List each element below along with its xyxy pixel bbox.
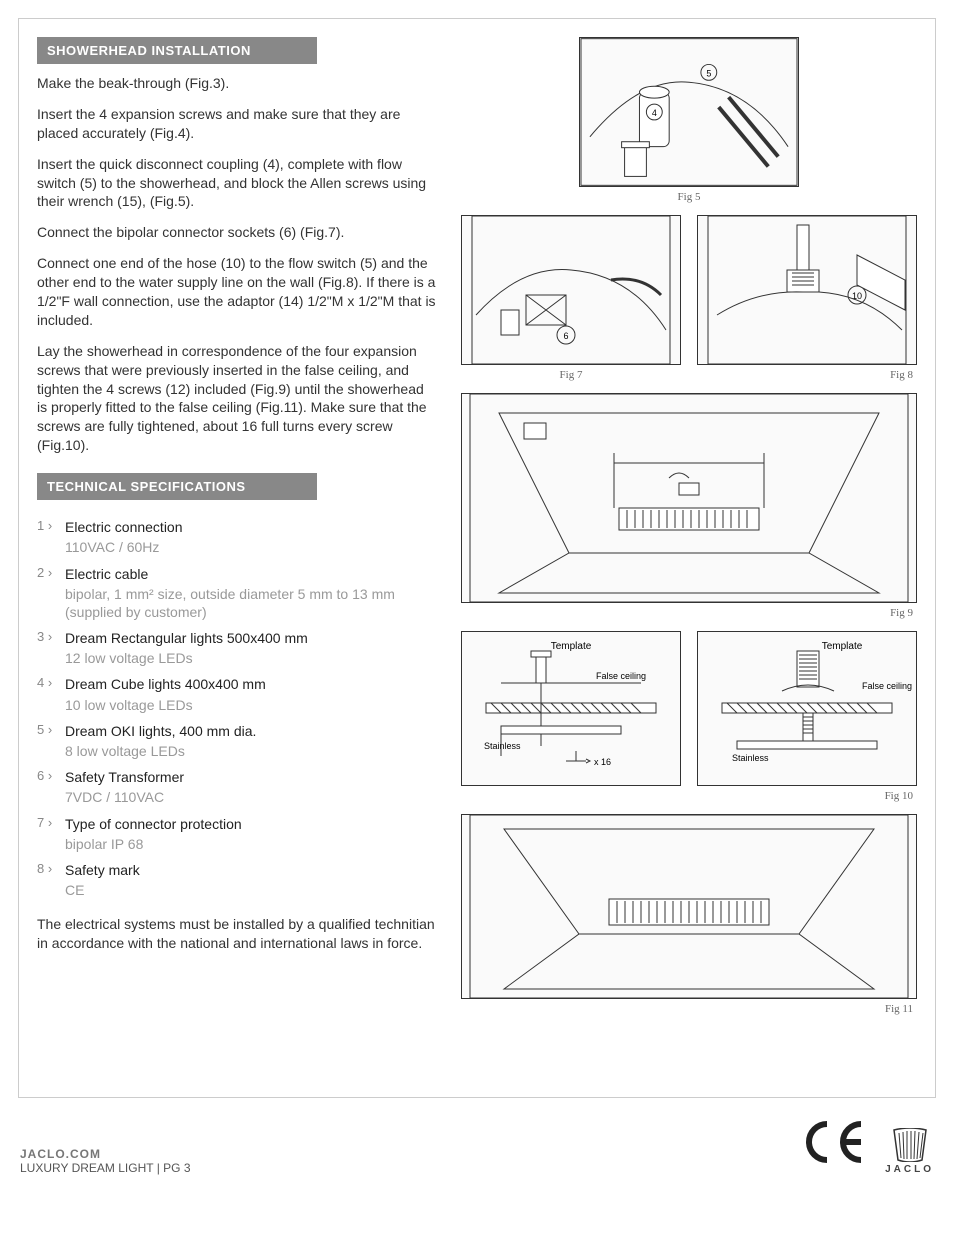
right-column: 4 5 Fig 5 6	[461, 37, 917, 1073]
figure-7-svg: 6	[462, 215, 680, 365]
figure-10a-svg: Template False ceiling	[462, 631, 680, 786]
spec-item: 8 Safety mark CE	[37, 861, 437, 899]
spec-list: 1 Electric connection 110VAC / 60Hz 2 El…	[37, 518, 437, 899]
header-tech-spec: TECHNICAL SPECIFICATIONS	[37, 473, 317, 500]
spec-number: 1	[37, 518, 65, 556]
figure-8: 10 Fig 8	[697, 215, 917, 393]
label-template: Template	[822, 641, 863, 652]
left-column: SHOWERHEAD INSTALLATION Make the beak-th…	[37, 37, 437, 1073]
footer-product: LUXURY DREAM LIGHT	[20, 1161, 153, 1175]
spec-title: Electric connection	[65, 518, 437, 536]
install-step-2: Insert the 4 expansion screws and make s…	[37, 105, 437, 143]
spec-detail: CE	[65, 881, 437, 899]
spec-detail: bipolar, 1 mm² size, outside diameter 5 …	[65, 585, 437, 621]
jaclo-logo-text: JACLO	[885, 1164, 934, 1175]
figure-11-label: Fig 11	[461, 1003, 917, 1015]
header-installation: SHOWERHEAD INSTALLATION	[37, 37, 317, 64]
svg-text:4: 4	[652, 108, 657, 118]
spec-number: 6	[37, 768, 65, 806]
figure-11: Fig 11	[461, 814, 917, 1015]
spec-title: Safety Transformer	[65, 768, 437, 786]
figure-10b: Template False ceiling	[697, 631, 917, 814]
page-frame: SHOWERHEAD INSTALLATION Make the beak-th…	[18, 18, 936, 1098]
footer-left: JACLO.COM LUXURY DREAM LIGHT | PG 3	[20, 1147, 191, 1175]
page-footer: JACLO.COM LUXURY DREAM LIGHT | PG 3 JACL…	[20, 1120, 934, 1175]
jaclo-logo-icon	[890, 1128, 930, 1162]
ce-mark-icon	[805, 1120, 867, 1175]
install-step-5: Connect one end of the hose (10) to the …	[37, 254, 437, 330]
install-step-6: Lay the showerhead in correspondence of …	[37, 342, 437, 455]
spec-number: 5	[37, 722, 65, 760]
spec-detail: 8 low voltage LEDs	[65, 742, 437, 760]
label-x16: x 16	[594, 757, 611, 767]
spec-title: Dream Rectangular lights 500x400 mm	[65, 629, 437, 647]
label-false-ceiling: False ceiling	[862, 681, 912, 691]
spec-number: 4	[37, 675, 65, 713]
spec-item: 4 Dream Cube lights 400x400 mm 10 low vo…	[37, 675, 437, 713]
figure-5-svg: 4 5	[580, 37, 798, 187]
svg-text:5: 5	[706, 68, 711, 78]
footer-brand: JACLO	[805, 1120, 934, 1175]
footer-site: JACLO.COM	[20, 1147, 191, 1161]
install-step-1: Make the beak-through (Fig.3).	[37, 74, 437, 93]
spec-title: Electric cable	[65, 565, 437, 583]
spec-number: 8	[37, 861, 65, 899]
spec-number: 7	[37, 815, 65, 853]
install-step-3: Insert the quick disconnect coupling (4)…	[37, 155, 437, 212]
spec-number: 2	[37, 565, 65, 622]
spec-title: Dream Cube lights 400x400 mm	[65, 675, 437, 693]
label-stainless: Stainless	[484, 741, 521, 751]
spec-number: 3	[37, 629, 65, 667]
spec-detail: 10 low voltage LEDs	[65, 696, 437, 714]
spec-item: 2 Electric cable bipolar, 1 mm² size, ou…	[37, 565, 437, 622]
spec-detail: 7VDC / 110VAC	[65, 788, 437, 806]
spec-footnote: The electrical systems must be installed…	[37, 915, 437, 953]
spec-title: Dream OKI lights, 400 mm dia.	[65, 722, 437, 740]
figure-9-svg	[462, 393, 916, 603]
figure-row-10: Template False ceiling	[461, 631, 917, 814]
figure-row-7-8: 6 Fig 7	[461, 215, 917, 393]
spec-item: 6 Safety Transformer 7VDC / 110VAC	[37, 768, 437, 806]
figure-8-svg: 10	[698, 215, 916, 365]
figure-9: Fig 9	[461, 393, 917, 619]
figure-5: 4 5 Fig 5	[461, 37, 917, 203]
figure-11-svg	[462, 814, 916, 999]
footer-page: PG 3	[163, 1161, 190, 1175]
install-step-4: Connect the bipolar connector sockets (6…	[37, 223, 437, 242]
spec-detail: 12 low voltage LEDs	[65, 649, 437, 667]
label-template: Template	[551, 641, 592, 652]
jaclo-logo: JACLO	[885, 1128, 934, 1175]
spec-item: 7 Type of connector protection bipolar I…	[37, 815, 437, 853]
svg-text:10: 10	[852, 291, 862, 301]
spec-item: 5 Dream OKI lights, 400 mm dia. 8 low vo…	[37, 722, 437, 760]
figure-10-label: Fig 10	[697, 790, 917, 802]
figure-7-label: Fig 7	[461, 369, 681, 381]
spec-item: 1 Electric connection 110VAC / 60Hz	[37, 518, 437, 556]
spec-title: Safety mark	[65, 861, 437, 879]
figure-10a: Template False ceiling	[461, 631, 681, 814]
figure-5-label: Fig 5	[461, 191, 917, 203]
spec-detail: bipolar IP 68	[65, 835, 437, 853]
label-false-ceiling: False ceiling	[596, 671, 646, 681]
spec-item: 3 Dream Rectangular lights 500x400 mm 12…	[37, 629, 437, 667]
svg-text:6: 6	[563, 331, 568, 341]
figure-10b-svg: Template False ceiling	[698, 631, 916, 786]
spec-title: Type of connector protection	[65, 815, 437, 833]
spec-detail: 110VAC / 60Hz	[65, 538, 437, 556]
figure-9-label: Fig 9	[461, 607, 917, 619]
figure-7: 6 Fig 7	[461, 215, 681, 393]
label-stainless: Stainless	[732, 753, 769, 763]
figure-8-label: Fig 8	[697, 369, 917, 381]
